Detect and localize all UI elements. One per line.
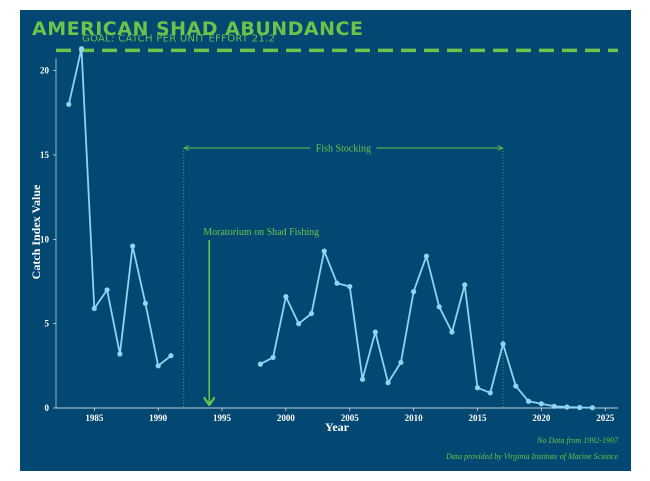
data-point — [385, 380, 391, 386]
data-point — [500, 341, 506, 347]
data-point — [462, 282, 468, 288]
data-point — [257, 361, 263, 367]
series-group — [66, 46, 596, 411]
y-axis-label: Catch Index Value — [29, 184, 43, 279]
data-point — [436, 304, 442, 310]
data-point — [321, 248, 327, 254]
x-tick-label: 1990 — [149, 413, 168, 423]
data-point — [91, 305, 97, 312]
data-point — [398, 359, 404, 366]
x-tick-label: 2015 — [469, 413, 488, 423]
data-point — [104, 287, 110, 293]
y-tick-label: 15 — [40, 150, 50, 160]
data-point — [589, 405, 596, 411]
data-point — [538, 401, 544, 407]
data-point — [525, 398, 532, 404]
x-tick-label: 2010 — [405, 413, 424, 423]
fish-stocking-label: Fish Stocking — [316, 144, 371, 155]
data-point — [283, 294, 289, 300]
data-point — [296, 321, 302, 327]
chart-title: AMERICAN SHAD ABUNDANCE — [32, 18, 364, 40]
data-point — [487, 390, 493, 396]
y-tick-label: 10 — [40, 234, 50, 244]
data-point — [411, 289, 417, 295]
data-point — [117, 351, 123, 357]
y-tick-label: 5 — [45, 319, 50, 329]
data-point — [270, 354, 276, 360]
data-point — [155, 363, 161, 369]
data-point — [577, 404, 583, 411]
data-point — [551, 403, 557, 409]
data-point — [513, 383, 519, 389]
data-point — [564, 404, 570, 410]
x-tick-label: 2005 — [341, 413, 360, 423]
data-point — [66, 101, 72, 107]
y-tick-group: 0 5 10 15 20 — [40, 66, 56, 413]
chart-panel: AMERICAN SHAD ABUNDANCE 0 5 10 15 20 1985 199… — [20, 10, 631, 471]
x-tick-label: 2020 — [532, 413, 551, 423]
data-point — [142, 300, 149, 307]
line-chart: 0 5 10 15 20 1985 1990 1995 2000 2005 2010 2015 202… — [29, 33, 618, 434]
data-point — [130, 243, 136, 249]
data-point — [449, 329, 455, 335]
moratorium-label: Moratorium on Shad Fishing — [203, 227, 319, 238]
series-line — [67, 47, 172, 367]
x-tick-group: 1985 1990 1995 2000 2005 2010 2015 2020 2025 — [85, 408, 615, 423]
no-data-note: No Data from 1992-1997 — [537, 436, 618, 445]
y-tick-label: 20 — [40, 66, 50, 76]
data-point — [334, 280, 340, 286]
data-point — [168, 353, 174, 359]
data-point — [474, 385, 481, 391]
data-point — [372, 329, 378, 335]
x-tick-label: 1985 — [85, 413, 104, 423]
y-tick-label: 0 — [45, 403, 50, 413]
data-point — [347, 283, 353, 290]
x-tick-label: 2025 — [596, 413, 615, 423]
x-tick-label: 1995 — [213, 413, 232, 423]
series-line — [259, 250, 593, 409]
data-point — [308, 310, 315, 317]
x-tick-label: 2000 — [277, 413, 296, 423]
data-point — [78, 46, 85, 52]
x-axis-label: Year — [325, 420, 350, 434]
data-point — [359, 376, 366, 382]
data-point — [423, 253, 430, 259]
source-note: Data provided by Virginia Institute of M… — [446, 452, 618, 461]
goal-label: GOAL: CATCH PER UNIT EFFORT 21.2 — [82, 33, 275, 44]
